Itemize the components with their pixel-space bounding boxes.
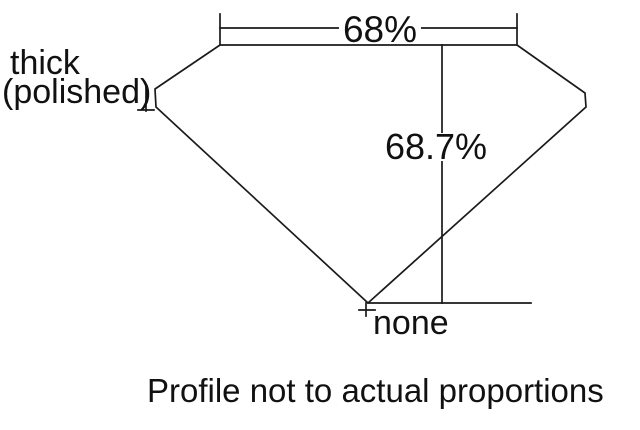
girdle-tick-mark [137,86,155,112]
culet-label: none [373,304,449,342]
culet-tick-mark [358,302,376,317]
diamond-outline [154,44,587,305]
girdle-label-line2: (polished) [2,73,152,111]
depth-percentage-label: 68.7% [379,129,493,165]
table-percentage-label: 68% [338,11,422,48]
caption-text: Profile not to actual proportions [147,372,604,409]
girdle-label-line1: thick [10,44,80,82]
